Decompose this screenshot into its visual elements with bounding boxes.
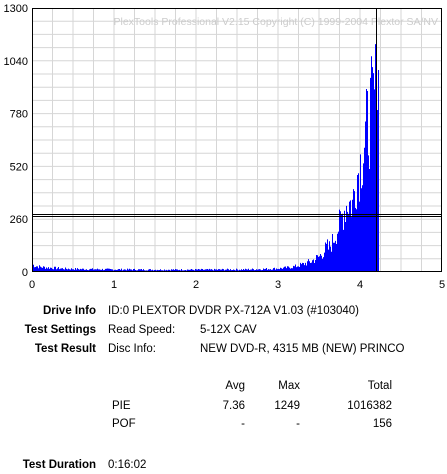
plot-frame <box>32 8 442 272</box>
read-speed-key: Read Speed: <box>108 324 176 336</box>
test-duration-value: 0:16:02 <box>108 459 147 471</box>
reference-lines <box>32 214 442 217</box>
test-duration-label: Test Duration <box>22 459 96 471</box>
y-tick-label: 1040 <box>4 56 28 68</box>
disc-info-value: NEW DVD-R, 4315 MB (NEW) PRINCO <box>200 343 405 355</box>
stats-pof-total: 156 <box>372 418 392 430</box>
x-tick-label: 3 <box>275 279 281 291</box>
chart-watermark: PlexTools Professional V2.15 Copyright (… <box>114 16 439 28</box>
y-tick-label: 780 <box>10 109 28 121</box>
stats-pof-label: POF <box>112 418 136 430</box>
drive-info-value: ID:0 PLEXTOR DVDR PX-712A V1.03 (#103040… <box>108 305 360 317</box>
y-tick-label: 260 <box>10 214 28 226</box>
y-axis-ticks: 1300 1040 780 520 260 0 <box>4 3 28 279</box>
chart-axes <box>32 8 442 272</box>
test-settings-label: Test Settings <box>24 324 96 336</box>
stats-pie-avg: 7.36 <box>222 400 245 412</box>
stats-pie-label: PIE <box>112 400 131 412</box>
stats-header-avg: Avg <box>225 380 245 392</box>
y-tick-label: 1300 <box>4 3 28 15</box>
y-tick-label: 520 <box>10 161 28 173</box>
x-tick-label: 4 <box>357 279 363 291</box>
test-result-label: Test Result <box>34 343 96 355</box>
x-tick-label: 1 <box>111 279 117 291</box>
y-tick-label: 0 <box>22 267 28 279</box>
x-tick-label: 5 <box>439 279 445 291</box>
stats-pof-max: - <box>296 418 300 430</box>
stats-pie-total: 1016382 <box>347 400 392 412</box>
x-tick-label: 2 <box>193 279 199 291</box>
stats-header-total: Total <box>367 380 392 392</box>
stats-header-max: Max <box>278 380 300 392</box>
read-speed-value: 5-12X CAV <box>200 324 257 336</box>
chart-grid <box>32 8 442 272</box>
pie-chart: PlexTools Professional V2.15 Copyright (… <box>4 3 446 291</box>
x-axis-ticks: 0 1 2 3 4 5 <box>29 279 445 291</box>
drive-info-label: Drive Info <box>42 305 96 317</box>
disc-info-key: Disc Info: <box>108 343 156 355</box>
stats-pie-max: 1249 <box>274 400 300 412</box>
stats-pof-avg: - <box>241 418 245 430</box>
x-tick-label: 0 <box>29 279 35 291</box>
